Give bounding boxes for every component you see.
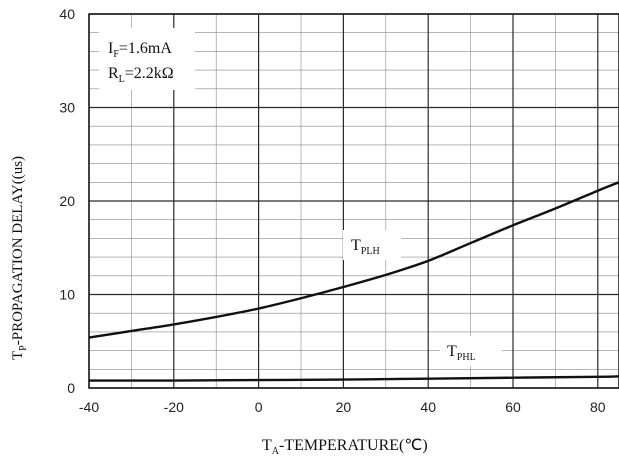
y-tick-label: 0 [67,380,75,396]
x-tick-label: 80 [590,399,606,415]
condition-rl: RL=2.2kΩ [108,65,174,85]
series-line-t-phl [88,375,619,382]
y-tick-labels: 0 10 20 30 40 [59,6,75,396]
x-tick-label: 60 [505,399,521,415]
y-tick-label: 10 [59,287,75,303]
tphl-label-bg [440,336,502,366]
x-tick-label: 40 [420,399,436,415]
tplh-label-bg [343,230,401,260]
plot-frame [88,13,619,389]
x-tick-label: -40 [79,399,99,415]
series-label-tplh: TPLH [351,237,380,257]
conditions-box [99,28,195,90]
series-layer [88,181,619,382]
y-tick-label: 40 [59,6,75,22]
x-tick-label: 0 [255,399,263,415]
x-tick-label: 20 [336,399,352,415]
y-tick-label: 30 [59,100,75,116]
series-line-t-plh [88,181,619,339]
y-axis-title: TP-PROPAGATION DELAY((us) [10,156,29,360]
condition-if: IF=1.6mA [108,40,172,60]
y-tick-label: 20 [59,193,75,209]
x-tick-label: -20 [164,399,184,415]
x-axis-title: TA-TEMPERATURE(℃) [262,437,428,457]
x-tick-labels: -40 -20 0 20 40 60 80 [79,399,606,415]
series-label-tphl: TPHL [447,343,476,363]
